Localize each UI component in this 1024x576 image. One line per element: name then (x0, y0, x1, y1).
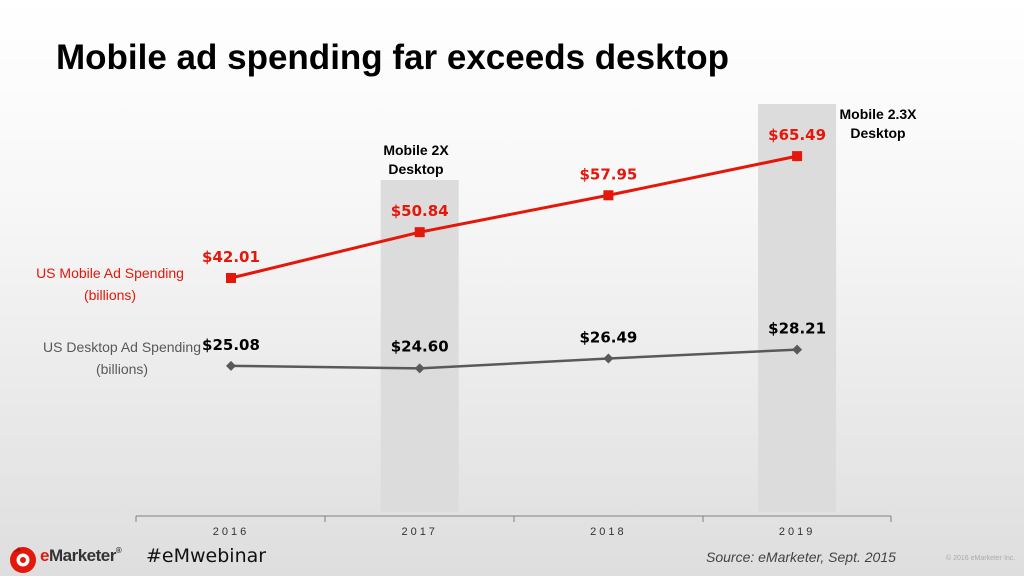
footer: eMarketer® #eMwebinar Source: eMarketer,… (0, 543, 1024, 576)
data-label-mobile-2016: $42.01 (202, 248, 260, 266)
x-axis: 2016 2017 2018 2019 (135, 515, 892, 538)
data-point-desktop-2018 (603, 353, 614, 364)
data-label-mobile-2019: $65.49 (768, 126, 826, 144)
source-note: Source: eMarketer, Sept. 2015 (706, 549, 896, 565)
x-tick-label-2018: 2018 (590, 526, 626, 538)
data-label-desktop-2016: $25.08 (202, 336, 260, 354)
annotation-2017-line1: Mobile 2X (383, 142, 449, 158)
data-label-desktop-2018: $26.49 (579, 329, 637, 347)
data-point-desktop-2016 (226, 360, 236, 371)
data-point-mobile-2017 (414, 227, 425, 238)
data-label-mobile-2018: $57.95 (579, 165, 637, 183)
annotation-2019-line1: Mobile 2.3X (839, 106, 917, 122)
x-tick-label-2017: 2017 (401, 526, 437, 538)
highlight-bar-2019 (758, 104, 837, 512)
series-lines (226, 151, 803, 374)
data-label-desktop-2019: $28.21 (768, 320, 826, 338)
hashtag: #eMwebinar (146, 545, 267, 567)
series-line-desktop (230, 348, 798, 370)
annotation-2019: Mobile 2.3X Desktop (832, 105, 924, 143)
emarketer-logo-icon (10, 547, 36, 573)
brand-name: eMarketer® (40, 546, 122, 565)
data-point-mobile-2018 (603, 190, 614, 201)
data-point-mobile-2019 (792, 151, 803, 162)
page-title: Mobile ad spending far exceeds desktop (56, 38, 729, 77)
data-labels: $42.01 $50.84 $57.95 $65.49 $25.08 $24.60 $26.… (202, 126, 826, 355)
series-line-mobile (230, 154, 798, 280)
data-point-desktop-2019 (792, 344, 803, 355)
x-tick-label-2019: 2019 (779, 526, 815, 538)
data-point-mobile-2016 (226, 273, 236, 283)
legend-mobile-label: US Mobile Ad Spending (billions) (36, 265, 184, 303)
annotation-2017: Mobile 2X Desktop (376, 141, 456, 179)
data-label-mobile-2017: $50.84 (391, 202, 449, 220)
annotation-2019-line2: Desktop (850, 125, 906, 141)
x-tick-label-2016: 2016 (213, 526, 249, 538)
annotation-2017-line2: Desktop (388, 161, 444, 177)
data-point-desktop-2017 (414, 363, 425, 374)
chart-area: 2016 2017 2018 2019 $42.01 $50.84 $57.95 $65.4… (135, 104, 892, 538)
registered-mark: ® (115, 546, 122, 555)
legend-desktop-label: US Desktop Ad Spending (billions) (43, 339, 201, 377)
copyright: © 2016 eMarketer Inc. (946, 555, 1016, 562)
data-label-desktop-2017: $24.60 (391, 337, 449, 355)
